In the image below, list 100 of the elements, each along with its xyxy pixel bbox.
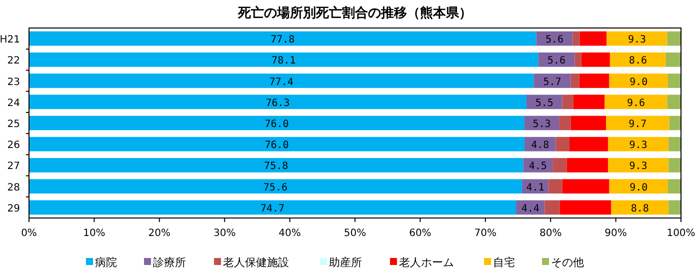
bar [609, 179, 668, 194]
bar [534, 74, 571, 88]
bar [544, 200, 560, 215]
bar [562, 94, 574, 110]
bar [611, 200, 669, 215]
bar [524, 136, 556, 152]
bar [538, 52, 575, 67]
bar [667, 31, 681, 46]
data-label: 9.0 [630, 76, 648, 88]
bar [29, 179, 522, 194]
data-label: 76.0 [264, 140, 289, 152]
bar [29, 94, 526, 110]
bar [548, 179, 562, 194]
bar [29, 116, 525, 130]
bar [552, 158, 567, 172]
data-label: 8.8 [630, 203, 649, 214]
bar [668, 74, 681, 88]
x-tick-label: 30% [213, 228, 236, 239]
chart-title: 死亡の場所別死亡割合の推移（熊本県） [237, 5, 472, 21]
bar [29, 200, 516, 215]
bar [667, 94, 681, 110]
bar [522, 179, 549, 194]
x-tick-label: 50% [344, 228, 366, 239]
x-tick-label: 80% [539, 228, 562, 239]
legend-item: 老人保健施設 [214, 256, 289, 269]
data-label: 8.6 [628, 56, 647, 67]
bar [29, 31, 536, 46]
bar [668, 136, 681, 152]
bar [570, 74, 580, 88]
data-label: 5.6 [547, 56, 566, 67]
x-tick-label: 60% [409, 228, 432, 239]
data-label: 75.8 [264, 161, 288, 172]
y-tick-label: 27 [7, 161, 20, 172]
bar [560, 200, 612, 215]
x-tick-label: 0% [21, 228, 37, 239]
bar [526, 94, 562, 110]
data-label: 9.3 [628, 34, 646, 46]
bar [609, 74, 668, 88]
bar [666, 52, 681, 67]
legend-item: 病院 [86, 256, 117, 269]
x-tick-label: 90% [604, 228, 627, 239]
bar [573, 94, 605, 110]
data-label: 5.7 [543, 76, 562, 88]
data-label: 76.0 [264, 119, 289, 130]
bar [556, 136, 570, 152]
bar [562, 179, 610, 194]
y-tick-label: 25 [7, 119, 20, 130]
data-label: 9.7 [628, 119, 647, 130]
legend-label: 助産所 [329, 256, 362, 269]
data-label: 78.1 [272, 56, 296, 67]
legend-label: 病院 [95, 256, 117, 269]
legend-item: 助産所 [320, 256, 362, 269]
x-tick-label: 10% [83, 228, 106, 239]
data-label: 4.4 [521, 203, 540, 214]
bar [608, 158, 669, 172]
bar [579, 74, 610, 88]
bar [566, 158, 608, 172]
data-label: 9.6 [626, 98, 646, 109]
bar [572, 31, 580, 46]
bar [580, 31, 607, 46]
data-label: 9.3 [629, 140, 648, 152]
legend-label: 自宅 [493, 256, 515, 269]
bar [570, 116, 606, 130]
data-label: 4.8 [531, 140, 550, 152]
bar [669, 116, 681, 130]
bar [581, 52, 610, 67]
bar [668, 179, 681, 194]
bar [668, 158, 681, 172]
y-tick-label: 26 [7, 140, 20, 152]
x-tick-label: 100% [666, 228, 696, 239]
data-label: 9.3 [629, 161, 648, 172]
data-label: 9.0 [630, 182, 648, 194]
y-tick-label: 28 [7, 182, 20, 194]
legend-item: 自宅 [484, 256, 515, 269]
bar [29, 136, 525, 152]
bar [608, 136, 669, 152]
x-tick-label: 20% [148, 228, 171, 239]
data-label: 4.1 [526, 182, 544, 194]
data-label: 74.7 [260, 203, 285, 214]
bar [668, 200, 681, 215]
data-label: 5.5 [535, 98, 554, 109]
data-label: 75.6 [263, 182, 288, 194]
data-label: 77.8 [270, 34, 295, 46]
bar [604, 94, 668, 110]
data-label: 77.4 [269, 76, 294, 88]
x-tick-label: 40% [278, 228, 301, 239]
y-tick-label: H21 [0, 34, 20, 46]
x-tick-label: 70% [474, 228, 497, 239]
legend-item: 診療所 [144, 256, 186, 269]
legend-label: 診療所 [153, 256, 186, 269]
bar [523, 158, 553, 172]
y-tick-label: 29 [7, 203, 20, 214]
bar [29, 158, 524, 172]
legend-item: 老人ホーム [390, 256, 454, 269]
y-tick-label: 22 [7, 56, 20, 67]
data-label: 5.6 [545, 34, 564, 46]
data-label: 5.3 [532, 119, 551, 130]
bar [29, 52, 538, 67]
legend-item: その他 [542, 256, 584, 269]
y-tick-label: 24 [7, 98, 20, 109]
